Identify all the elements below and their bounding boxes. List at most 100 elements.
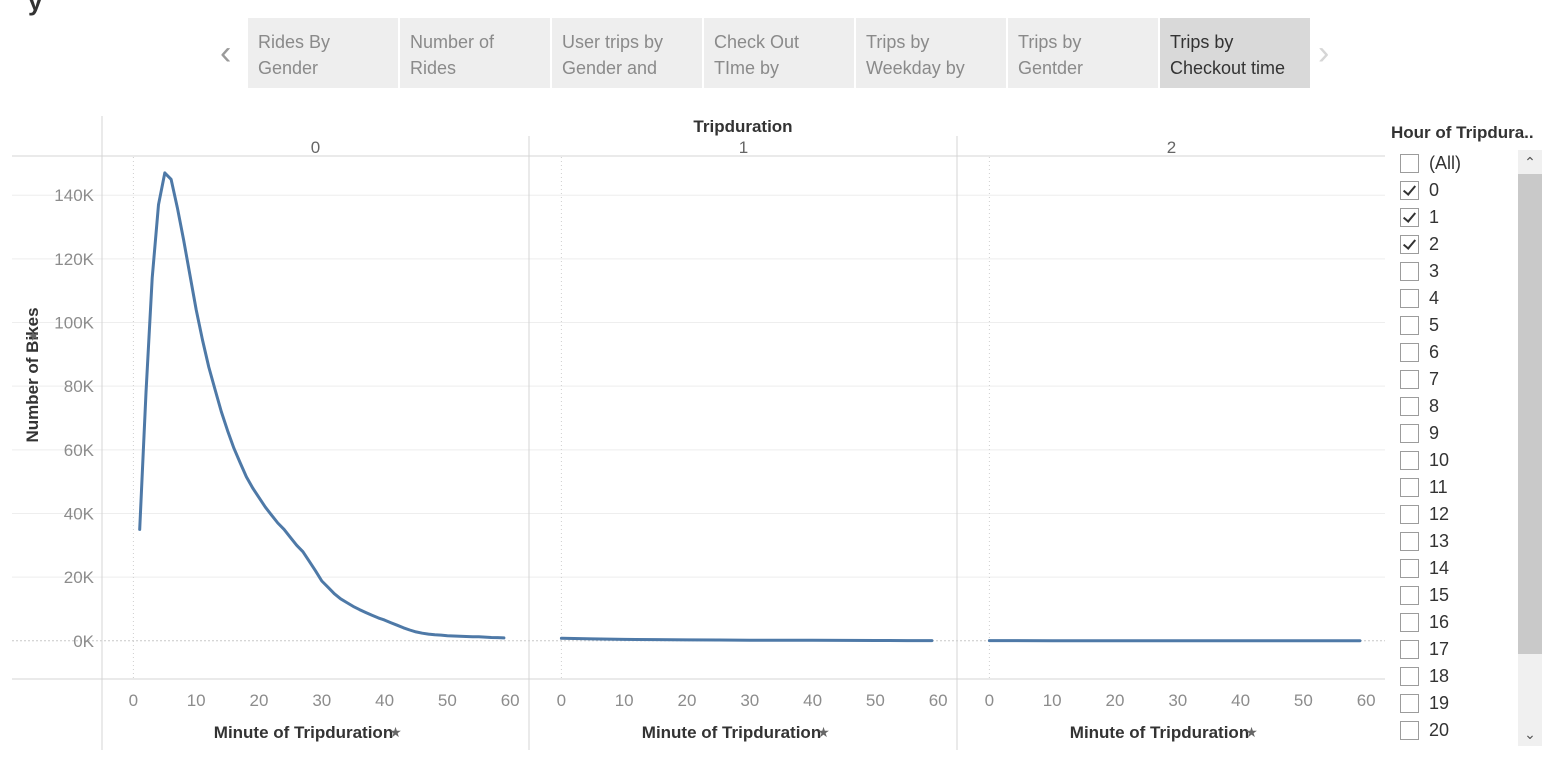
filter-item-label: 15 bbox=[1429, 585, 1450, 605]
filter-item-label: 12 bbox=[1429, 504, 1450, 524]
x-tick-label: 40 bbox=[375, 691, 394, 710]
filter-item[interactable]: 16 bbox=[1400, 609, 1520, 636]
y-tick-label: 60K bbox=[64, 441, 95, 460]
chevron-left-icon[interactable]: ‹ bbox=[220, 34, 232, 72]
x-tick-label: 0 bbox=[557, 691, 566, 710]
filter-item-label: 3 bbox=[1429, 261, 1440, 281]
filter-item[interactable]: 1 bbox=[1400, 204, 1520, 231]
filter-item-label: 20 bbox=[1429, 720, 1450, 740]
y-tick-label: 80K bbox=[64, 377, 95, 396]
filter-checkbox[interactable] bbox=[1400, 532, 1419, 551]
filter-checkbox[interactable] bbox=[1400, 262, 1419, 281]
panel-header-label: 0 bbox=[311, 138, 320, 157]
filter-checkbox[interactable] bbox=[1400, 316, 1419, 335]
filter-checkbox[interactable] bbox=[1400, 208, 1419, 227]
filter-checkbox[interactable] bbox=[1400, 289, 1419, 308]
filter-checkbox[interactable] bbox=[1400, 424, 1419, 443]
filter-item[interactable]: 13 bbox=[1400, 528, 1520, 555]
filter-checkbox[interactable] bbox=[1400, 559, 1419, 578]
filter-scrollbar[interactable]: ⌃ ⌄ bbox=[1518, 150, 1542, 746]
filter-item-label: 18 bbox=[1429, 666, 1450, 686]
tab-check-out-time[interactable]: Check Out TIme by bbox=[704, 18, 854, 88]
filter-item-label: (All) bbox=[1429, 153, 1461, 173]
dashboard-title-fragment: y bbox=[28, 0, 43, 16]
tripduration-line-chart: 0K 20K 40K 60K 80K 100K 120K 140K Tripduration 0 0… bbox=[12, 116, 1385, 750]
panel-header-label: 1 bbox=[739, 138, 748, 157]
x-tick-label: 50 bbox=[438, 691, 457, 710]
filter-item[interactable]: 8 bbox=[1400, 393, 1520, 420]
filter-checkbox[interactable] bbox=[1400, 154, 1419, 173]
x-tick-label: 40 bbox=[803, 691, 822, 710]
filter-item[interactable]: 18 bbox=[1400, 663, 1520, 690]
tab-rides-by-gender[interactable]: Rides By Gender bbox=[248, 18, 398, 88]
filter-item-label: 13 bbox=[1429, 531, 1450, 551]
x-tick-label: 30 bbox=[1168, 691, 1187, 710]
filter-item-label: 0 bbox=[1429, 180, 1440, 200]
filter-item[interactable]: 20 bbox=[1400, 717, 1520, 744]
story-tabs: Rides By Gender Number of Rides User tri… bbox=[248, 18, 1310, 88]
x-tick-label: 50 bbox=[866, 691, 885, 710]
scroll-up-icon[interactable]: ⌃ bbox=[1524, 154, 1536, 170]
filter-item[interactable]: 3 bbox=[1400, 258, 1520, 285]
x-axis-title: Minute of Tripduration bbox=[214, 723, 393, 742]
filter-item[interactable]: 14 bbox=[1400, 555, 1520, 582]
filter-item[interactable]: 2 bbox=[1400, 231, 1520, 258]
y-tick-label: 40K bbox=[64, 504, 95, 523]
filter-checkbox[interactable] bbox=[1400, 181, 1419, 200]
filter-item[interactable]: 0 bbox=[1400, 177, 1520, 204]
filter-item[interactable]: 4 bbox=[1400, 285, 1520, 312]
filter-item[interactable]: 11 bbox=[1400, 474, 1520, 501]
filter-checkbox[interactable] bbox=[1400, 343, 1419, 362]
filter-checkbox[interactable] bbox=[1400, 505, 1419, 524]
tab-number-of-rides[interactable]: Number of Rides bbox=[400, 18, 550, 88]
filter-checkbox[interactable] bbox=[1400, 370, 1419, 389]
filter-item-label: 14 bbox=[1429, 558, 1450, 578]
filter-item[interactable]: 5 bbox=[1400, 312, 1520, 339]
y-axis-title: Number of Bikes bbox=[23, 307, 42, 442]
filter-item-label: 10 bbox=[1429, 450, 1450, 470]
filter-item-label: 2 bbox=[1429, 234, 1440, 254]
filter-item[interactable]: 15 bbox=[1400, 582, 1520, 609]
tab-trips-by-weekday[interactable]: Trips by Weekday by bbox=[856, 18, 1006, 88]
tab-trips-by-gentder[interactable]: Trips by Gentder bbox=[1008, 18, 1158, 88]
y-tick-label: 140K bbox=[54, 186, 94, 205]
filter-checkbox[interactable] bbox=[1400, 478, 1419, 497]
filter-item[interactable]: 19 bbox=[1400, 690, 1520, 717]
filter-checkbox[interactable] bbox=[1400, 397, 1419, 416]
series-line-0 bbox=[138, 171, 506, 640]
panel-header-label: 2 bbox=[1167, 138, 1176, 157]
x-tick-label: 20 bbox=[678, 691, 697, 710]
filter-checkbox[interactable] bbox=[1400, 235, 1419, 254]
filter-item-label: 6 bbox=[1429, 342, 1440, 362]
hour-filter-panel: Hour of Tripdura.. (All) 0 1 2 3 4 5 6 7 8 9 10 11 12… bbox=[1386, 120, 1562, 761]
filter-item[interactable]: 10 bbox=[1400, 447, 1520, 474]
filter-checkbox[interactable] bbox=[1400, 667, 1419, 686]
tab-user-trips-by-gender[interactable]: User trips by Gender and bbox=[552, 18, 702, 88]
filter-item[interactable]: (All) bbox=[1400, 150, 1520, 177]
y-tick-label: 100K bbox=[54, 314, 94, 333]
filter-checkbox[interactable] bbox=[1400, 613, 1419, 632]
pin-icon: ★ bbox=[26, 330, 41, 342]
filter-item[interactable]: 12 bbox=[1400, 501, 1520, 528]
x-axis-title: Minute of Tripduration bbox=[642, 723, 821, 742]
x-tick-label: 50 bbox=[1294, 691, 1313, 710]
filter-checkbox[interactable] bbox=[1400, 694, 1419, 713]
filter-item[interactable]: 9 bbox=[1400, 420, 1520, 447]
x-tick-label: 10 bbox=[187, 691, 206, 710]
filter-item[interactable]: 17 bbox=[1400, 636, 1520, 663]
x-tick-label: 30 bbox=[312, 691, 331, 710]
filter-checkbox[interactable] bbox=[1400, 640, 1419, 659]
tab-trips-by-checkout-time[interactable]: Trips by Checkout time bbox=[1160, 18, 1310, 88]
filter-item[interactable]: 6 bbox=[1400, 339, 1520, 366]
series-line-1 bbox=[559, 636, 934, 643]
filter-checkbox[interactable] bbox=[1400, 451, 1419, 470]
x-tick-label: 20 bbox=[250, 691, 269, 710]
filter-item[interactable]: 7 bbox=[1400, 366, 1520, 393]
y-tick-label: 20K bbox=[64, 568, 95, 587]
filter-title: Hour of Tripdura.. bbox=[1391, 123, 1534, 142]
scroll-thumb[interactable] bbox=[1518, 174, 1542, 654]
scroll-down-icon[interactable]: ⌄ bbox=[1524, 726, 1536, 742]
filter-checkbox[interactable] bbox=[1400, 586, 1419, 605]
filter-checkbox[interactable] bbox=[1400, 721, 1419, 740]
chevron-right-icon[interactable]: › bbox=[1318, 34, 1330, 72]
